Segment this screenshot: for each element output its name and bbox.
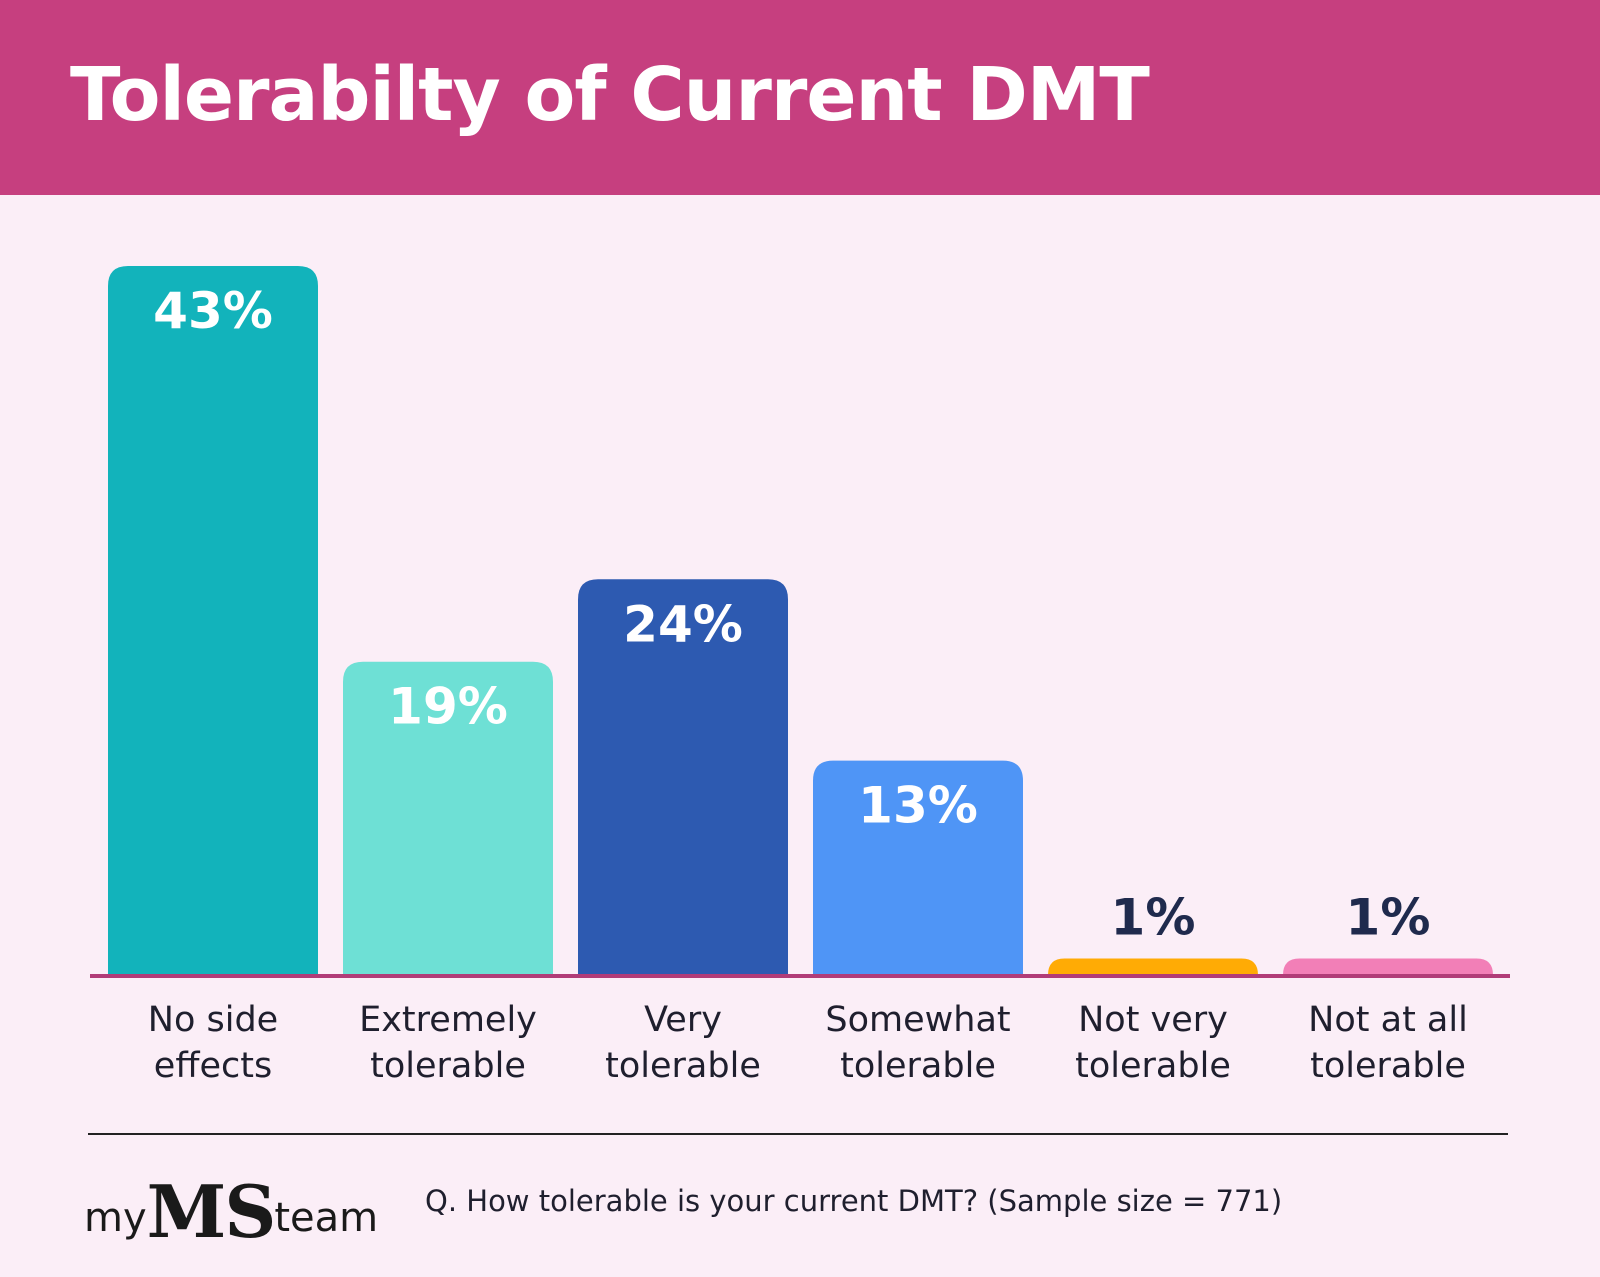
bar-3 — [813, 760, 1023, 975]
footer-divider — [88, 1133, 1508, 1135]
category-label-0: No side effects — [148, 1000, 278, 1086]
header-banner: Tolerabilty of Current DMT — [0, 0, 1600, 195]
bar-0 — [108, 266, 318, 975]
bar-1 — [343, 661, 553, 975]
logo-team: team — [274, 1195, 379, 1241]
value-label-4: 1% — [1111, 889, 1196, 947]
category-label-5: Not at all tolerable — [1308, 1000, 1468, 1086]
value-label-0: 43% — [153, 282, 273, 340]
page-title: Tolerabilty of Current DMT — [70, 52, 1150, 138]
value-label-5: 1% — [1346, 889, 1431, 947]
bar-4 — [1048, 958, 1258, 975]
survey-question-note: Q. How tolerable is your current DMT? (S… — [425, 1184, 1283, 1218]
value-label-2: 24% — [623, 595, 743, 653]
category-label-1: Extremely tolerable — [359, 1000, 537, 1086]
category-label-3: Somewhat tolerable — [825, 1000, 1010, 1086]
logo-ms: MS — [146, 1169, 277, 1254]
category-label-4: Not very tolerable — [1075, 1000, 1231, 1086]
category-label-2: Very tolerable — [605, 1000, 761, 1086]
mymsteam-logo: my MS team — [84, 1168, 378, 1248]
value-label-1: 19% — [388, 678, 508, 736]
bar-2 — [578, 579, 788, 975]
value-label-3: 13% — [858, 777, 978, 835]
bar-5 — [1283, 958, 1493, 975]
bar-chart: 43% No side effects 19% Extremely tolerable 24… — [90, 266, 1510, 1086]
logo-my: my — [84, 1195, 147, 1241]
